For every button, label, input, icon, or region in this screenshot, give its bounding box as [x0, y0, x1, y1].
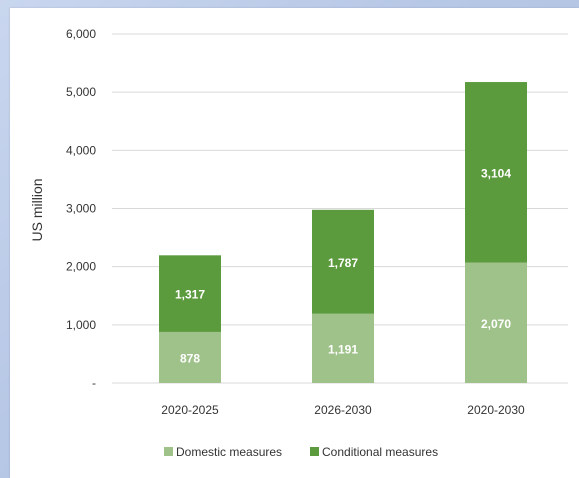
data-label: 2,070 — [481, 317, 511, 331]
bars: 878 1,317 1,191 1,787 2,070 3,104 — [159, 82, 527, 383]
bar-segment — [312, 209, 374, 314]
x-tick-label: 2020-2025 — [161, 403, 219, 417]
data-label: 1,787 — [328, 256, 358, 270]
x-tick-label: 2026-2030 — [314, 403, 372, 417]
bar-segment — [465, 82, 527, 263]
y-tick-label: - — [92, 376, 96, 390]
legend-swatch — [310, 447, 319, 456]
y-tick-label: 4,000 — [66, 143, 96, 157]
data-label: 878 — [180, 351, 200, 365]
bar-segment — [312, 313, 374, 383]
data-label: 1,191 — [328, 342, 358, 356]
legend-label: Conditional measures — [322, 445, 438, 459]
y-tick-label: 1,000 — [66, 318, 96, 332]
bar-segment — [159, 255, 221, 332]
legend-label: Domestic measures — [176, 445, 282, 459]
data-label: 3,104 — [481, 166, 511, 180]
bar-segment — [465, 262, 527, 383]
y-axis-label: US million — [29, 178, 45, 241]
x-axis-ticks: 2020-2025 2026-2030 2020-2030 — [161, 403, 525, 417]
data-label: 1,317 — [175, 288, 205, 302]
y-tick-label: 6,000 — [66, 27, 96, 41]
y-tick-label: 5,000 — [66, 85, 96, 99]
bar-segment — [159, 331, 221, 383]
y-tick-label: 3,000 — [66, 202, 96, 216]
legend-swatch — [164, 447, 173, 456]
legend: Domestic measures Conditional measures — [164, 445, 438, 459]
y-tick-label: 2,000 — [66, 260, 96, 274]
x-tick-label: 2020-2030 — [467, 403, 525, 417]
y-axis-ticks: - 1,000 2,000 3,000 4,000 5,000 6,000 — [66, 27, 96, 390]
